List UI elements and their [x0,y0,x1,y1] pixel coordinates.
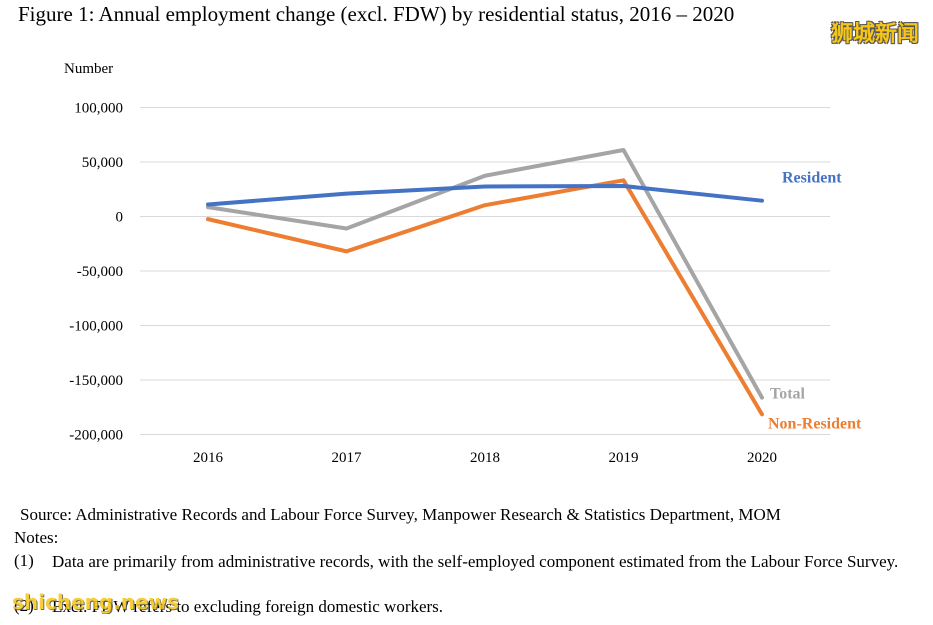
y-tick-label: -150,000 [69,373,123,389]
series-label: Non-Resident [768,415,862,432]
note-number: (1) [14,551,34,570]
y-tick-labels: 100,000 50,000 0 -50,000 -100,000 -150,000 -20… [69,101,123,444]
y-tick-label: 100,000 [74,101,123,117]
gridlines [140,107,830,435]
notes-title: Notes: [14,528,59,547]
y-tick-label: -50,000 [77,264,123,280]
watermark-logo-top: 狮城新闻 [830,22,919,47]
figure-title: Figure 1: Annual employment change (excl… [18,2,735,26]
series-lines [206,148,764,417]
x-tick-label: 2017 [332,450,363,466]
source-note: Source: Administrative Records and Labou… [20,505,781,524]
x-tick-labels: 2016 2017 2018 2019 2020 [193,450,777,466]
note-number: (2) [14,596,34,615]
note-item: (1) Data are primarily from administrati… [14,551,924,573]
y-axis-label: Number [64,61,113,77]
x-tick-label: 2018 [470,450,500,466]
series-label: Total [770,386,806,403]
series-line-resident [206,183,764,207]
x-tick-label: 2016 [193,450,224,466]
x-tick-label: 2019 [609,450,639,466]
y-tick-label: -100,000 [69,319,123,335]
note-text: Data are primarily from administrative r… [52,552,899,571]
x-tick-label: 2020 [747,450,777,466]
series-label: Resident [782,170,842,187]
series-line-non-resident [206,178,764,417]
y-tick-label: -200,000 [69,428,123,444]
note-item: (2) Excl. FDW refers to excluding foreig… [14,596,924,618]
note-text: Excl. FDW refers to excluding foreign do… [52,597,444,616]
y-tick-label: 50,000 [82,155,123,171]
watermark-logo-bottom: shicheng.news [12,590,179,614]
series-line-total [206,148,764,400]
series-labels: Total Non-Resident Resident [768,170,862,433]
line-chart: 100,000 50,000 0 -50,000 -100,000 -150,000 -20… [64,61,862,466]
y-tick-label: 0 [116,210,124,226]
